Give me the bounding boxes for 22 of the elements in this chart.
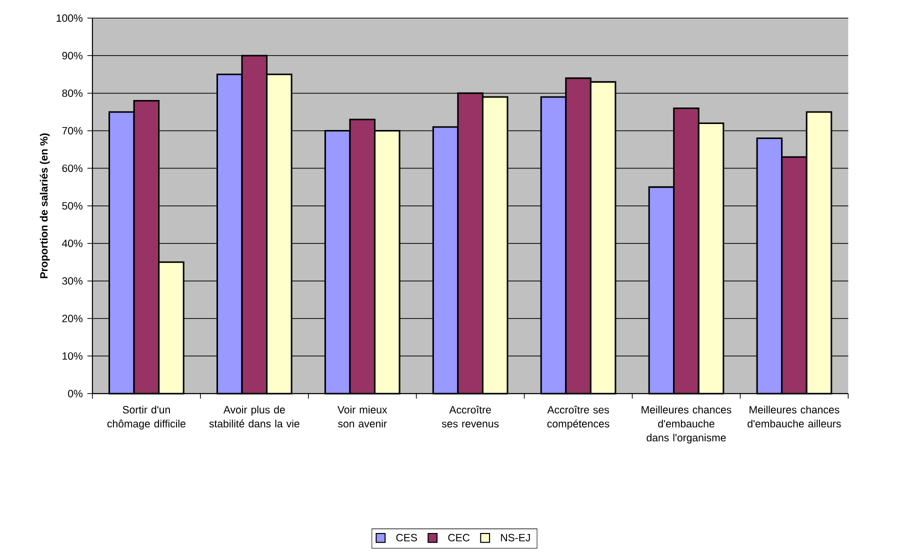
x-tick-label: Meilleures chances d'embauche dans l'organisme [642, 406, 732, 444]
y-tick-label: 30% [62, 277, 83, 285]
y-tick-label: 90% [62, 52, 83, 60]
y-tick-label: 40% [62, 240, 83, 248]
x-tick-label: Accroître ses compétences [547, 406, 610, 430]
legend-label: CES [396, 534, 417, 542]
x-tick-label: Voir mieux son avenir [337, 406, 388, 428]
legend-label: CEC [448, 534, 470, 542]
y-tick-label: 20% [62, 314, 83, 322]
y-tick-label: 0% [68, 390, 83, 398]
y-tick-label: 50% [62, 202, 83, 210]
y-tick-label: 10% [62, 352, 83, 360]
y-tick-label: 80% [62, 90, 83, 98]
x-tick-label: Avoir plus de stabilité dans la vie [209, 406, 300, 428]
x-tick-label: Meilleures chances d'embauche ailleurs [748, 406, 841, 428]
y-axis-title: Proportion de salariés (en %) [40, 134, 50, 278]
y-tick-label: 60% [62, 164, 83, 172]
x-tick-label: Accroître ses revenus [442, 406, 499, 428]
y-tick-label: 70% [62, 127, 83, 135]
x-tick-label: Sortir d'un chômage difficile [107, 406, 186, 430]
y-tick-label: 100% [56, 14, 83, 22]
legend-label: NS-EJ [501, 534, 530, 542]
